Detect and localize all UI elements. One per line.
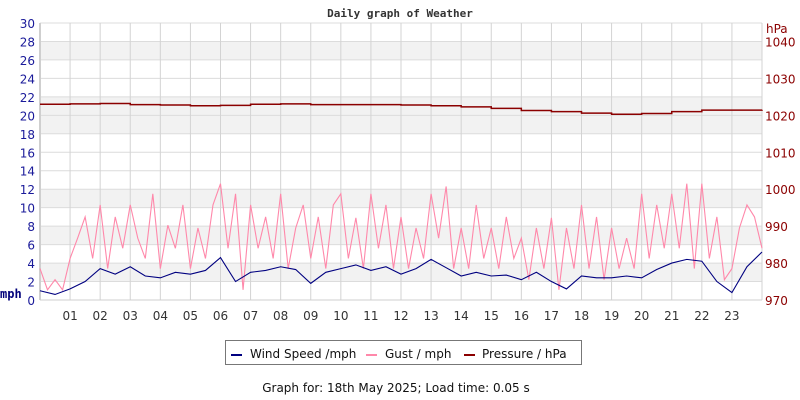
- x-tick-label: 05: [183, 309, 198, 323]
- right-tick-label: 980: [765, 257, 788, 271]
- left-tick-label: 22: [20, 91, 35, 105]
- x-tick-label: 02: [93, 309, 108, 323]
- left-tick-label: 26: [20, 54, 35, 68]
- x-tick-label: 07: [243, 309, 258, 323]
- legend-label-pressure: Pressure / hPa: [482, 347, 567, 361]
- right-tick-label: 1020: [765, 109, 796, 123]
- gridlines: [39, 22, 763, 301]
- right-tick-label: 990: [765, 220, 788, 234]
- left-tick-label: 14: [20, 165, 35, 179]
- right-tick-label: 1030: [765, 72, 796, 86]
- x-tick-label: 23: [724, 309, 739, 323]
- left-tick-label: 2: [27, 276, 35, 290]
- x-tick-label: 08: [273, 309, 288, 323]
- x-tick-label: 12: [393, 309, 408, 323]
- legend: Wind Speed /mph Gust / mph Pressure / hP…: [225, 340, 582, 365]
- left-tick-label: 18: [20, 128, 35, 142]
- legend-swatch-pressure: [464, 354, 475, 356]
- x-tick-label: 03: [123, 309, 138, 323]
- left-tick-label: 12: [20, 183, 35, 197]
- left-axis-unit: mph: [0, 287, 22, 301]
- x-tick-label: 22: [694, 309, 709, 323]
- legend-swatch-gust: [366, 354, 377, 356]
- right-axis-unit: hPa: [766, 22, 788, 36]
- right-tick-label: 1000: [765, 183, 796, 197]
- right-tick-label: 1010: [765, 146, 796, 160]
- x-tick-label: 06: [213, 309, 228, 323]
- left-tick-label: 8: [27, 220, 35, 234]
- left-tick-label: 6: [27, 239, 35, 253]
- left-tick-label: 30: [20, 17, 35, 31]
- series-wind-speed: [39, 251, 763, 296]
- left-tick-label: 24: [20, 72, 35, 86]
- series-gust: [39, 183, 763, 292]
- x-tick-label: 13: [423, 309, 438, 323]
- series-pressure: [40, 102, 763, 115]
- footer-text: Graph for: 18th May 2025; Load time: 0.0…: [262, 381, 530, 395]
- right-axis-ticks: 970 980 990 1000 1010 1020 1030 1040: [765, 35, 796, 308]
- x-tick-label: 18: [574, 309, 589, 323]
- x-tick-label: 21: [664, 309, 679, 323]
- x-tick-label: 19: [604, 309, 619, 323]
- x-tick-label: 11: [363, 309, 378, 323]
- legend-swatch-wind: [231, 354, 242, 356]
- legend-box: [225, 340, 582, 365]
- left-tick-label: 28: [20, 35, 35, 49]
- left-tick-label: 10: [20, 202, 35, 216]
- x-tick-label: 14: [454, 309, 469, 323]
- right-tick-label: 970: [765, 294, 788, 308]
- x-tick-label: 20: [634, 309, 649, 323]
- x-tick-label: 17: [544, 309, 559, 323]
- x-tick-label: 04: [153, 309, 168, 323]
- legend-label-wind: Wind Speed /mph: [250, 347, 356, 361]
- left-tick-label: 20: [20, 109, 35, 123]
- series-lines: [39, 102, 763, 296]
- legend-label-gust: Gust / mph: [385, 347, 451, 361]
- x-tick-label: 16: [514, 309, 529, 323]
- left-tick-label: 0: [27, 294, 35, 308]
- x-tick-label: 09: [303, 309, 318, 323]
- x-tick-label: 10: [333, 309, 348, 323]
- left-tick-label: 4: [27, 257, 35, 271]
- right-tick-label: 1040: [765, 35, 796, 49]
- chart-title: Daily graph of Weather: [327, 7, 473, 20]
- x-tick-label: 15: [484, 309, 499, 323]
- x-axis-ticks: 01 02 03 04 05 06 07 08 09 10 11 12 13 14 15 16 17 18 19 20…: [62, 309, 739, 323]
- x-tick-label: 01: [62, 309, 77, 323]
- left-tick-label: 16: [20, 146, 35, 160]
